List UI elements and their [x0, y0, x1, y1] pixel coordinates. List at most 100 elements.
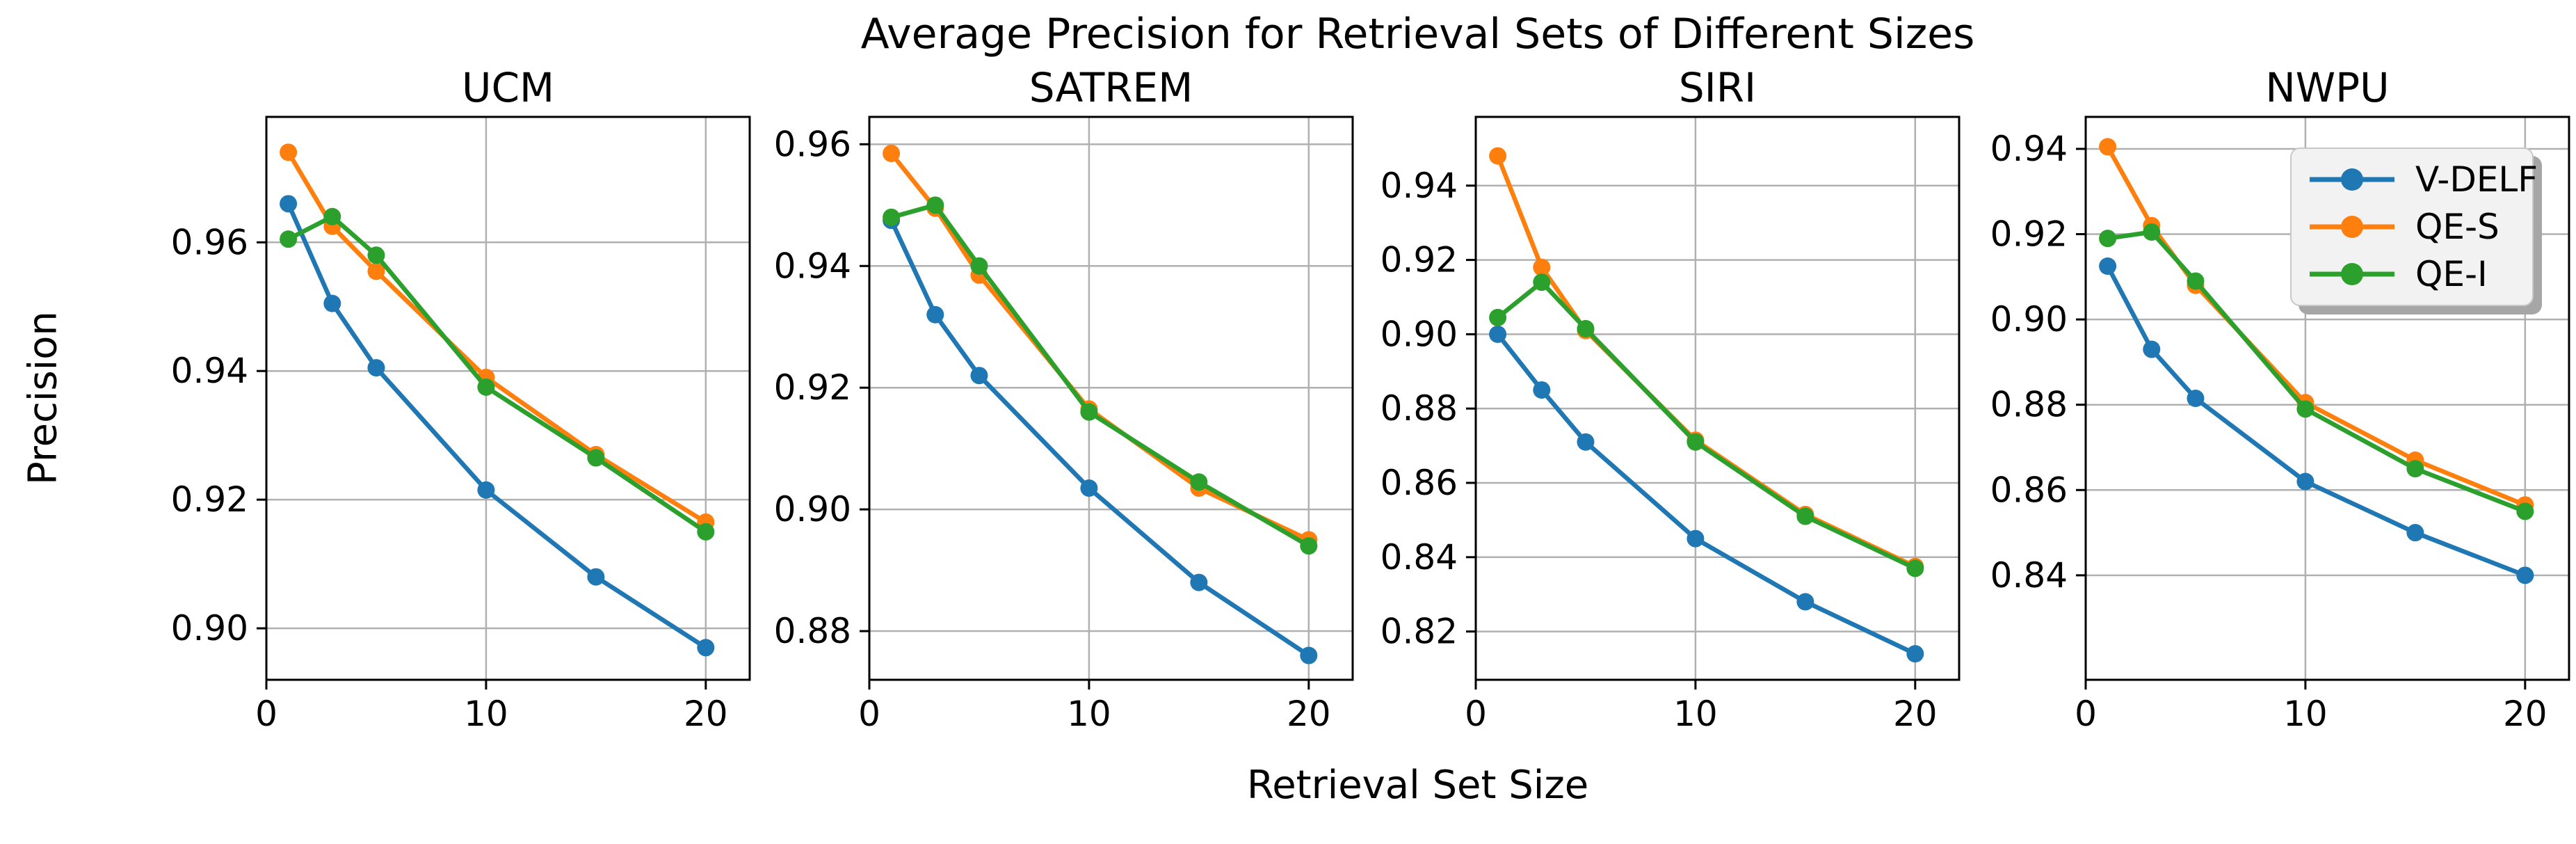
series-line-QE-S [286, 150, 709, 525]
subplot-title-ucm: UCM [462, 64, 554, 111]
y-tick-label: 0.90 [1380, 314, 1458, 354]
axes-frame [2084, 116, 2570, 681]
data-point-V-DELF [1687, 530, 1705, 548]
data-point-QE-I [1533, 273, 1551, 292]
x-axis-label: Retrieval Set Size [1246, 763, 1589, 808]
data-point-V-DELF [2296, 472, 2315, 491]
y-tick-label: 0.94 [1990, 129, 2068, 169]
y-tick-label: 0.90 [171, 608, 248, 648]
vdelf-line-marker-icon [2310, 168, 2394, 191]
y-tick-label: 0.94 [774, 246, 851, 286]
data-point-QE-I [1577, 319, 1595, 337]
x-tick-label: 10 [1067, 694, 1111, 734]
data-point-V-DELF [477, 481, 495, 499]
data-point-V-DELF [1533, 381, 1551, 399]
data-point-V-DELF [280, 195, 298, 213]
data-point-V-DELF [2406, 524, 2424, 542]
subplot-siri-plot: 0 10 20 0.82 0.84 0.86 0.88 0.90 0.92 0.94 [1380, 116, 1961, 734]
x-tick-label: 10 [464, 694, 508, 734]
y-tick-label: 0.92 [774, 367, 851, 408]
series-line-V-DELF [889, 218, 1312, 658]
data-point-V-DELF [2099, 257, 2117, 276]
data-point-V-DELF [926, 305, 944, 324]
x-tick-label: 20 [2503, 694, 2547, 734]
y-tick-label: 0.90 [774, 489, 851, 530]
y-tick-label: 0.94 [171, 351, 248, 391]
legend-entry-vdelf: V-DELF [2307, 159, 2538, 200]
y-tick-label: 0.86 [1990, 470, 2068, 510]
data-point-QE-I [2143, 223, 2161, 241]
data-point-QE-I [323, 207, 341, 225]
x-tick-label: 10 [2283, 694, 2328, 734]
legend-label-qei: QE-I [2415, 254, 2488, 294]
data-point-QE-I [477, 378, 495, 396]
data-point-QE-I [1300, 537, 1318, 555]
data-point-V-DELF [587, 568, 605, 586]
legend-label-qes: QE-S [2415, 207, 2499, 247]
series-line-QE-I [1495, 280, 1918, 571]
y-tick-label: 0.94 [1380, 166, 1458, 206]
legend-entry-qes: QE-S [2307, 207, 2517, 247]
subplot-nwpu-plot: 0 10 20 0.84 0.86 0.88 0.90 0.92 0.94 [1990, 116, 2570, 734]
data-point-QE-S [1533, 258, 1551, 276]
y-tick-label: 0.88 [774, 611, 851, 651]
x-tick-label: 20 [684, 694, 728, 734]
y-tick-label: 0.88 [1990, 385, 2068, 425]
y-tick-label: 0.86 [1380, 463, 1458, 503]
data-point-V-DELF [1796, 593, 1814, 611]
x-tick-label: 0 [2075, 694, 2097, 734]
axes-frame [868, 116, 1354, 681]
data-point-QE-I [2187, 272, 2205, 290]
y-tick-label: 0.96 [171, 222, 248, 262]
data-point-QE-I [2406, 460, 2424, 478]
data-point-QE-I [367, 246, 385, 264]
data-point-V-DELF [970, 367, 988, 385]
data-point-V-DELF [2516, 566, 2534, 584]
figure-title: Average Precision for Retrieval Sets of … [860, 10, 1975, 58]
series-line-QE-S [889, 151, 1312, 543]
data-point-QE-S [280, 143, 298, 161]
data-point-QE-S [1489, 147, 1507, 165]
data-point-QE-I [280, 230, 298, 248]
x-tick-label: 0 [858, 694, 880, 734]
series-line-QE-S [1495, 153, 1918, 569]
axes-frame [265, 116, 751, 681]
x-tick-label: 20 [1893, 694, 1938, 734]
data-point-V-DELF [323, 294, 341, 312]
x-tick-label: 0 [255, 694, 277, 734]
data-point-V-DELF [367, 359, 385, 377]
qes-line-marker-icon [2310, 216, 2394, 238]
data-point-V-DELF [1300, 646, 1318, 664]
data-point-QE-I [1796, 507, 1814, 525]
y-tick-label: 0.90 [1990, 299, 2068, 340]
y-tick-label: 0.92 [171, 479, 248, 520]
data-point-QE-S [367, 262, 385, 280]
data-point-V-DELF [697, 639, 715, 657]
y-tick-label: 0.82 [1380, 612, 1458, 652]
data-point-V-DELF [2187, 390, 2205, 407]
subplot-satrem-plot: 0 10 20 0.88 0.90 0.92 0.94 0.96 [774, 116, 1354, 734]
axes-frame [1474, 116, 1961, 681]
data-point-QE-I [970, 257, 988, 275]
data-point-V-DELF [1906, 645, 1924, 663]
series-line-V-DELF [1495, 332, 1918, 656]
series-line-V-DELF [2105, 264, 2528, 578]
qei-line-marker-icon [2310, 263, 2394, 285]
data-point-V-DELF [1577, 433, 1595, 451]
x-tick-label: 10 [1673, 694, 1718, 734]
data-point-V-DELF [2143, 340, 2161, 358]
y-tick-label: 0.84 [1380, 537, 1458, 578]
subplot-title-satrem: SATREM [1029, 64, 1193, 111]
y-axis-label: Precision [20, 311, 66, 485]
x-tick-label: 20 [1287, 694, 1331, 734]
data-point-QE-I [697, 523, 715, 541]
data-point-QE-I [1190, 473, 1208, 491]
y-tick-label: 0.96 [774, 124, 851, 164]
subplot-title-siri: SIRI [1678, 64, 1757, 111]
x-tick-label: 0 [1465, 694, 1487, 734]
legend-entry-qei: QE-I [2307, 254, 2517, 294]
data-point-V-DELF [1489, 325, 1507, 343]
y-tick-label: 0.92 [1990, 214, 2068, 255]
data-point-QE-I [2099, 230, 2117, 248]
